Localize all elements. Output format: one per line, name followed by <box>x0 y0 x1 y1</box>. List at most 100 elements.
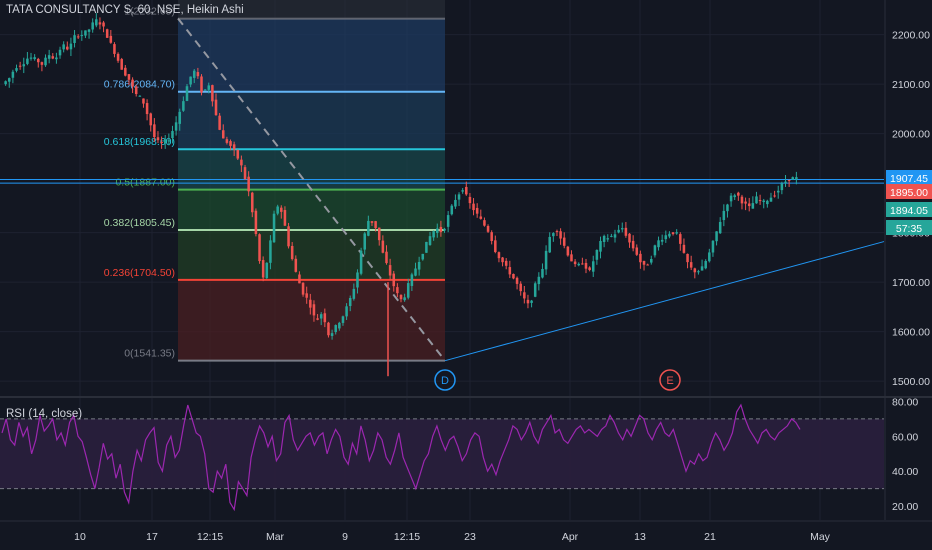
candle-body <box>272 213 276 243</box>
candle-body <box>47 55 51 59</box>
candle-body <box>646 264 649 266</box>
candle-body <box>359 250 363 274</box>
candle-body <box>283 210 287 226</box>
candle-body <box>33 57 36 60</box>
candle-body <box>718 221 722 234</box>
candle-body <box>287 226 290 247</box>
candle-body <box>232 144 236 150</box>
candle-body <box>240 159 243 166</box>
candle-body <box>145 103 149 115</box>
price-tag: 1895.00 <box>890 187 928 199</box>
candle-body <box>602 235 606 242</box>
candle-body <box>374 221 377 229</box>
candle-body <box>461 190 464 192</box>
candle-body <box>149 113 152 126</box>
candle-body <box>345 306 348 317</box>
candle-body <box>679 234 682 244</box>
candle-body <box>58 49 62 56</box>
candle-body <box>483 220 486 226</box>
candle-body <box>443 228 446 231</box>
candle-body <box>163 139 167 144</box>
candle-body <box>102 22 105 27</box>
candle-body <box>211 85 214 102</box>
x-tick-label: Mar <box>266 531 285 543</box>
candle-body <box>773 195 776 197</box>
candle-body <box>675 232 678 234</box>
candle-body <box>479 216 483 219</box>
candle-body <box>762 200 765 203</box>
candle-body <box>700 266 704 271</box>
candle-body <box>693 268 697 273</box>
candle-body <box>294 258 298 272</box>
x-tick-label: 10 <box>74 531 86 543</box>
candle-body <box>515 277 519 284</box>
candle-body <box>392 273 396 287</box>
candle-body <box>334 325 337 333</box>
candle-body <box>40 62 44 65</box>
candle-body <box>4 81 7 85</box>
fib-label: 0(1541.35) <box>124 348 175 360</box>
candle-body <box>367 220 370 236</box>
candle-body <box>624 227 628 236</box>
candle-body <box>276 206 279 214</box>
price-tag-bg <box>886 220 932 235</box>
candle-body <box>236 150 240 159</box>
candle-body <box>221 130 225 139</box>
candle-body <box>298 274 301 284</box>
candle-body <box>494 240 497 253</box>
candle-body <box>116 53 120 61</box>
candle-body <box>432 231 435 238</box>
candle-body <box>37 58 40 63</box>
x-tick-label: 9 <box>342 531 348 543</box>
candle-body <box>341 316 345 323</box>
candle-body <box>523 292 526 299</box>
x-tick-label: 17 <box>146 531 158 543</box>
candle-body <box>501 257 504 263</box>
candle-body <box>486 225 490 232</box>
candle-body <box>290 245 294 260</box>
chart-title: TATA CONSULTANCY S, 60, NSE, Heikin Ashi <box>6 4 244 16</box>
candle-body <box>69 43 73 50</box>
candle-body <box>555 231 559 233</box>
candle-body <box>138 95 142 97</box>
candle-body <box>113 44 116 54</box>
candle-body <box>348 298 352 307</box>
candle-body <box>733 195 736 198</box>
candle-body <box>251 192 254 213</box>
x-tick-label: May <box>810 531 831 543</box>
price-tag: 1907.45 <box>890 173 928 185</box>
price-tag: 57:35 <box>896 223 922 235</box>
candle-body <box>548 236 551 253</box>
fib-band <box>178 91 445 150</box>
candle-body <box>758 200 762 202</box>
candle-body <box>577 263 581 266</box>
candle-body <box>729 195 733 202</box>
candle-body <box>134 86 138 95</box>
candle-body <box>44 57 47 66</box>
candle-body <box>795 177 798 180</box>
candle-body <box>120 59 123 70</box>
candle-body <box>399 294 403 300</box>
candle-body <box>410 274 414 286</box>
candle-body <box>142 98 145 104</box>
candle-body <box>708 252 711 262</box>
candle-body <box>370 221 374 223</box>
candle-body <box>744 201 747 204</box>
candle-body <box>95 19 98 26</box>
candle-body <box>591 261 595 272</box>
candle-body <box>436 228 439 233</box>
x-tick-label: Apr <box>562 531 579 543</box>
candle-body <box>751 203 755 209</box>
candle-body <box>660 239 664 242</box>
candle-body <box>91 22 94 30</box>
candle-body <box>406 283 410 298</box>
candle-body <box>225 139 229 143</box>
y-tick-label: 2200.00 <box>892 30 930 42</box>
candle-body <box>642 260 646 265</box>
candle-body <box>265 262 269 279</box>
rsi-title: RSI (14, close) <box>6 408 83 420</box>
candle-body <box>312 304 316 316</box>
candle-body <box>105 29 109 38</box>
candle-body <box>131 79 134 87</box>
